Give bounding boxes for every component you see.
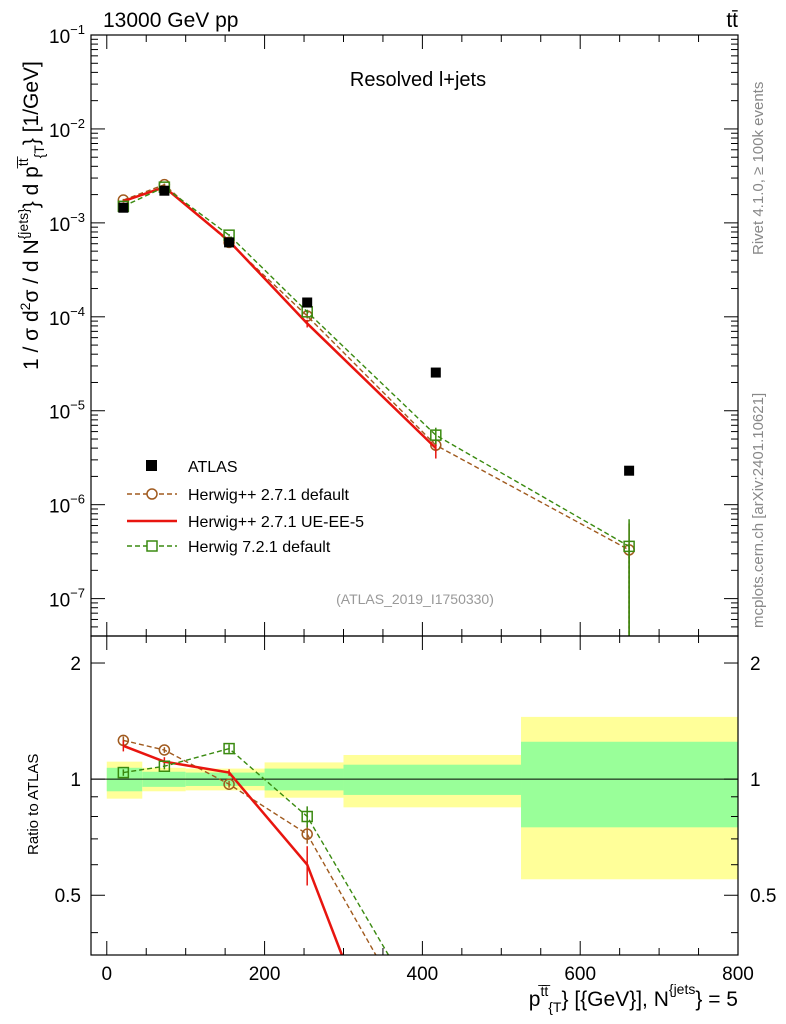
uncertainty-band-inner (343, 764, 522, 795)
mcplots-label: mcplots.cern.ch [arXiv:2401.10621] (750, 393, 767, 628)
series-line (122, 185, 437, 450)
ratio-y-tick-label: 2 (70, 654, 81, 675)
y-tick-label: 10−5 (49, 398, 85, 424)
series-line (123, 183, 630, 551)
legend-marker (146, 540, 158, 552)
ratio-point (158, 760, 171, 772)
x-tick-label: 400 (407, 964, 439, 985)
legend-label: ATLAS (188, 459, 238, 476)
legend: ATLAS Herwig++ 2.7.1 default Herwig++ 2.7.… (127, 459, 364, 556)
atlas-data-point (118, 202, 129, 213)
uncertainty-band-inner (521, 741, 738, 828)
main-panel: 10−1 10−2 10−3 10−4 10−5 10−6 10−7 (49, 22, 739, 637)
legend-marker (146, 460, 157, 471)
main-y-axis-label: 1 / σ d2σ / d N{jets}} d pt̅t̅{T} [1/GeV… (15, 61, 47, 370)
x-tick-label: 200 (249, 964, 281, 985)
atlas-data-point (224, 237, 235, 248)
ratio-y-tick-label-right: 1 (750, 770, 761, 791)
energy-label: 13000 GeV pp (103, 9, 238, 32)
analysis-id: (ATLAS_2019_I1750330) (336, 591, 494, 607)
atlas-data-point (159, 185, 170, 196)
ratio-y-tick-label: 0.5 (55, 886, 81, 907)
ratio-y-axis-label: Ratio to ATLAS (25, 754, 42, 855)
rivet-label: Rivet 4.1.0, ≥ 100k events (750, 82, 767, 255)
ratio-y-tick-label: 1 (70, 770, 81, 791)
ratio-point (223, 742, 235, 755)
ratio-y-tick-label-right: 2 (750, 654, 761, 675)
atlas-data-point (302, 297, 313, 308)
ratio-point (117, 766, 130, 779)
y-tick-label: 10−2 (49, 116, 85, 142)
x-tick-label: 0 (101, 964, 112, 985)
ratio-y-tick-label-right: 0.5 (750, 886, 776, 907)
process-label: tt̄ (726, 9, 738, 32)
y-tick-label: 10−6 (49, 492, 85, 518)
ratio-point (301, 810, 313, 823)
ratio-frame (90, 635, 739, 956)
legend-label: Herwig 7.2.1 default (188, 539, 331, 556)
y-tick-label: 10−1 (49, 22, 85, 48)
data-point (430, 429, 442, 441)
x-tick-label: 800 (722, 964, 754, 985)
legend-label: Herwig++ 2.7.1 UE-EE-5 (188, 514, 364, 531)
atlas-data-point (624, 465, 635, 476)
atlas-data-point (430, 367, 441, 378)
ratio-point (301, 828, 313, 840)
y-tick-label: 10−4 (49, 304, 85, 330)
ratio-point (158, 744, 171, 756)
y-tick-label: 10−3 (49, 210, 85, 236)
legend-marker (146, 488, 158, 500)
x-tick-label: 600 (564, 964, 596, 985)
series-line (123, 186, 630, 547)
y-tick-label: 10−7 (49, 586, 85, 612)
ratio-point (223, 778, 235, 790)
main-title: Resolved l+jets (350, 69, 486, 91)
x-axis-label: pt̅t̅{T} [{GeV}], N{jets} = 5 (529, 981, 738, 1015)
ratio-panel: 0 200 400 600 800 2 2 1 1 0.5 0.5 (55, 635, 776, 985)
legend-label: Herwig++ 2.7.1 default (188, 487, 350, 504)
